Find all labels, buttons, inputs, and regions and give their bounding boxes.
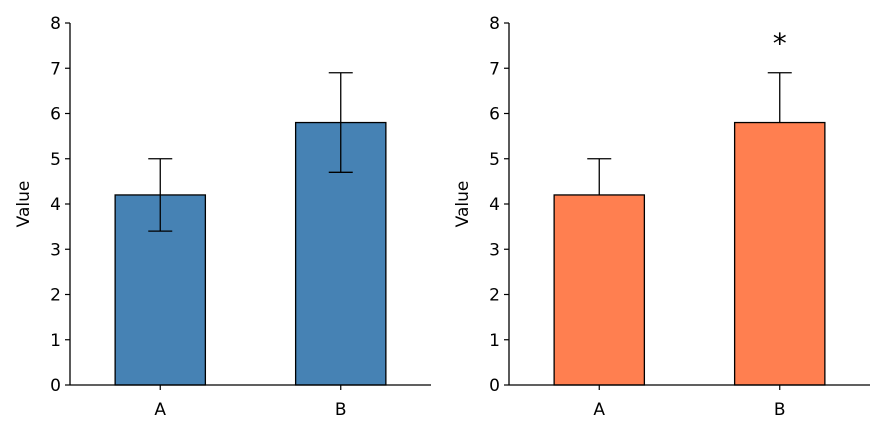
x-tick-label-b: B [774,400,786,420]
y-tick-label: 1 [50,331,61,351]
y-tick-label: 4 [50,195,61,215]
x-tick-label-b: B [335,400,347,420]
chart-panel-1: A B 0 1 2 3 4 5 6 7 8 Value [14,14,431,420]
y-tick-label: 3 [50,240,61,260]
y-tick-label: 3 [489,240,500,260]
y-tick-label: 6 [50,105,61,125]
y-tick-label: 8 [489,14,500,34]
y-tick-label: 2 [489,286,500,306]
x-tick-label-a: A [154,400,166,420]
bar-a [553,194,646,386]
y-tick-label: 5 [50,150,61,170]
y-tick-label: 7 [489,59,500,79]
y-tick-label: 8 [50,14,61,34]
y-axis-label: Value [14,181,34,228]
significance-annotation: * [773,27,787,60]
bar-b [733,121,826,386]
y-tick-label: 2 [50,286,61,306]
x-tick-label-a: A [593,400,605,420]
y-tick-label: 7 [50,59,61,79]
y-tick-label: 0 [50,376,61,396]
y-tick-label: 1 [489,331,500,351]
y-axis-label: Value [453,181,473,228]
y-tick-label: 0 [489,376,500,396]
y-tick-label: 5 [489,150,500,170]
y-tick-label: 6 [489,105,500,125]
y-tick-label: 4 [489,195,500,215]
chart-panel-2: A B * 0 1 2 3 4 5 6 7 8 Value [453,14,870,420]
